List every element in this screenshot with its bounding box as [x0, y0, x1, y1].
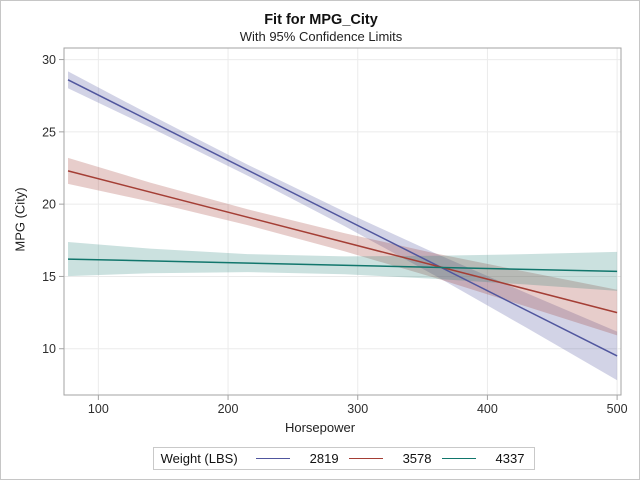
svg-text:300: 300: [347, 402, 368, 416]
svg-text:10: 10: [42, 342, 56, 356]
svg-text:15: 15: [42, 270, 56, 284]
svg-text:30: 30: [42, 53, 56, 67]
svg-text:400: 400: [477, 402, 498, 416]
svg-text:25: 25: [42, 125, 56, 139]
svg-text:500: 500: [607, 402, 628, 416]
legend-item-2819: 2819: [255, 451, 339, 466]
line-swatch-icon: [441, 458, 476, 459]
legend-row: Weight (LBS) 2819 3578 4337: [1, 447, 639, 470]
title-block: Fit for MPG_City With 95% Confidence Lim…: [1, 12, 639, 44]
legend-title: Weight (LBS): [160, 451, 238, 466]
chart-subtitle: With 95% Confidence Limits: [239, 29, 403, 44]
legend-item-4337: 4337: [441, 451, 525, 466]
legend-box: Weight (LBS) 2819 3578 4337: [152, 447, 536, 470]
line-swatch-icon: [348, 458, 383, 459]
chart-title: Fit for MPG_City: [264, 12, 378, 28]
x-axis-label: Horsepower: [284, 420, 356, 435]
svg-text:100: 100: [88, 402, 109, 416]
y-axis-label: MPG (City): [12, 187, 28, 252]
legend-item-label: 3578: [402, 451, 432, 466]
svg-text:20: 20: [42, 198, 56, 212]
svg-text:200: 200: [218, 402, 239, 416]
legend-item-label: 2819: [309, 451, 339, 466]
legend-item-3578: 3578: [348, 451, 432, 466]
legend-item-label: 4337: [495, 451, 525, 466]
line-swatch-icon: [255, 458, 290, 459]
